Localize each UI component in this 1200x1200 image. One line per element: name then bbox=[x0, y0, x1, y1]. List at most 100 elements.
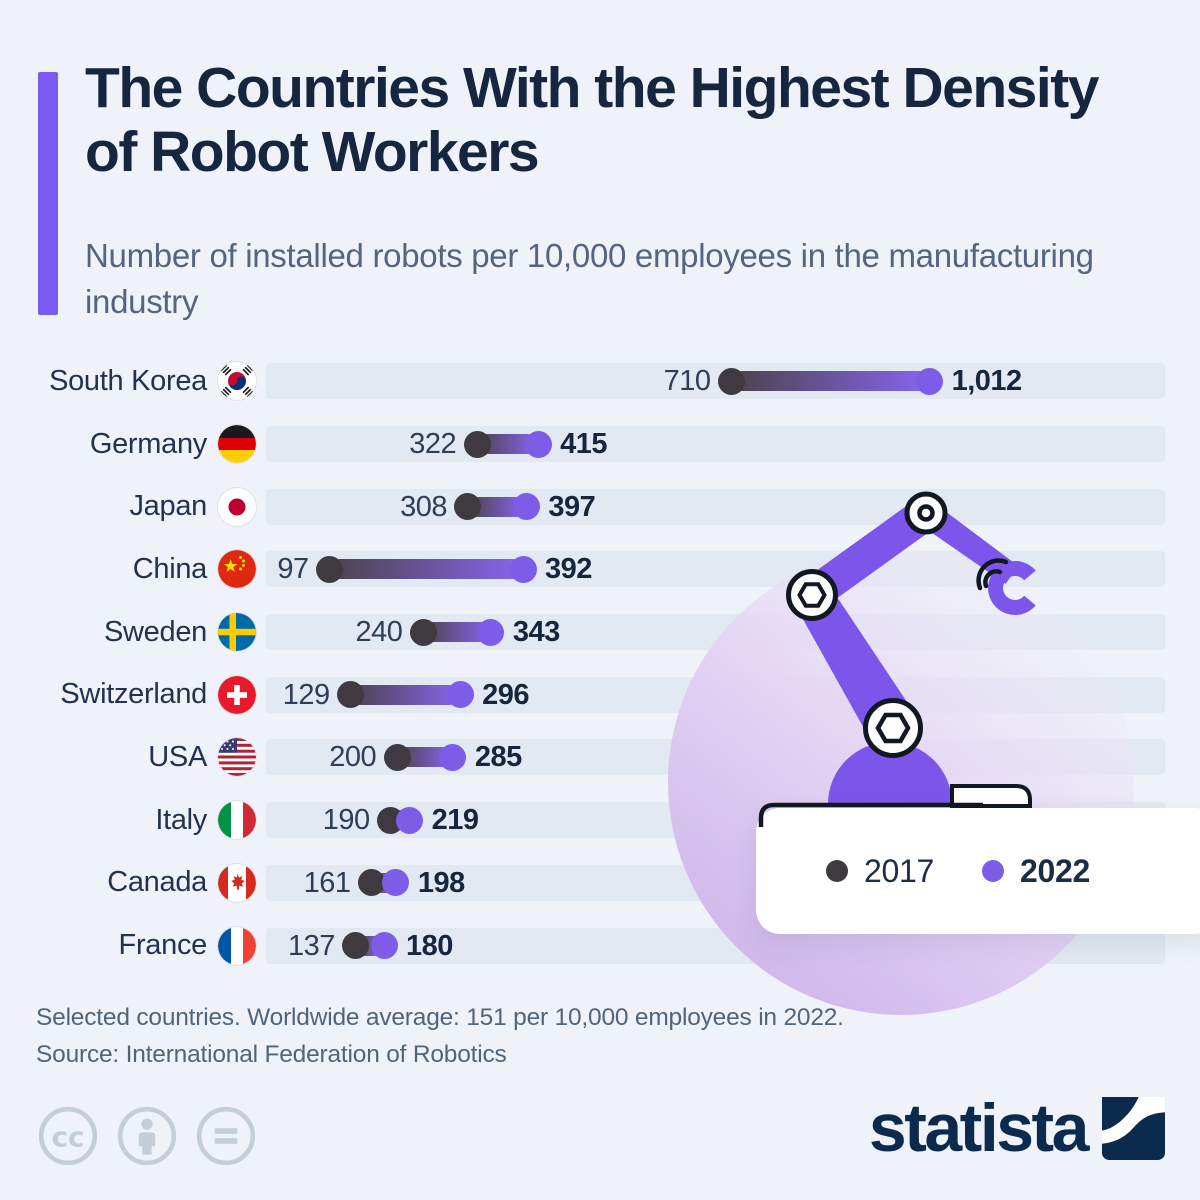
robot-upper-arm bbox=[802, 499, 936, 609]
canada-flag-icon bbox=[218, 863, 256, 902]
robot-gripper-arc-inner bbox=[983, 569, 1003, 589]
value-2022: 198 bbox=[417, 866, 465, 899]
value-2022: 285 bbox=[474, 741, 522, 774]
dumbbell-connector bbox=[731, 371, 930, 392]
country-label: Canada bbox=[107, 866, 207, 899]
robot-joint-middle-hex bbox=[797, 582, 827, 608]
sweden-flag-icon bbox=[218, 613, 256, 652]
statista-logo-mark bbox=[1102, 1096, 1165, 1160]
country-label-zone: China bbox=[0, 550, 256, 589]
dot-2017 bbox=[358, 869, 386, 897]
value-2022: 343 bbox=[512, 616, 560, 649]
robot-gripper-arc-outer bbox=[976, 558, 1009, 591]
country-label-zone: Japan bbox=[0, 487, 256, 526]
dot-2017 bbox=[409, 618, 437, 646]
robot-joint-lower-hex bbox=[875, 712, 911, 744]
country-label: Sweden bbox=[104, 615, 207, 648]
value-2022: 180 bbox=[406, 929, 453, 962]
south-korea-flag-icon bbox=[218, 362, 256, 401]
legend-label-2017: 2017 bbox=[864, 852, 934, 889]
robot-joint-middle bbox=[786, 569, 838, 621]
table-shelf bbox=[950, 784, 1032, 808]
dot-2022 bbox=[446, 681, 474, 709]
dumbbell-connector bbox=[467, 496, 527, 517]
country-label-zone: South Korea bbox=[0, 362, 256, 401]
robot-joint-lower bbox=[863, 698, 923, 758]
country-label-zone: Switzerland bbox=[0, 675, 256, 714]
legend-card: 2017 2022 bbox=[756, 808, 1200, 934]
dot-2022 bbox=[512, 493, 540, 521]
robot-joint-top bbox=[904, 491, 948, 535]
value-2017: 710 bbox=[663, 365, 711, 398]
dumbbell-connector bbox=[329, 559, 524, 580]
france-flag-icon bbox=[218, 926, 256, 965]
value-2022: 1,012 bbox=[951, 365, 1023, 398]
dot-2017 bbox=[454, 493, 482, 521]
country-label-zone: France bbox=[0, 926, 256, 965]
country-label-zone: Italy bbox=[0, 801, 256, 840]
country-label-zone: Germany bbox=[0, 425, 256, 464]
italy-flag-icon bbox=[218, 801, 256, 840]
value-2017: 308 bbox=[400, 490, 447, 523]
country-label: France bbox=[118, 929, 208, 962]
country-label-zone: Sweden bbox=[0, 613, 256, 652]
value-2017: 240 bbox=[355, 616, 403, 649]
dumbbell-connector bbox=[350, 684, 461, 705]
country-label: Switzerland bbox=[60, 678, 207, 711]
dumbbell-connector bbox=[397, 747, 453, 768]
country-row: South Korea 710 1,012 bbox=[0, 350, 1200, 413]
value-2017: 161 bbox=[303, 866, 351, 899]
legend-dot-2017 bbox=[826, 860, 848, 882]
footnote-note: Selected countries. Worldwide average: 1… bbox=[36, 1004, 844, 1031]
page-title: The Countries With the Highest Density o… bbox=[85, 56, 1099, 185]
legend-item-2022: 2022 bbox=[982, 853, 1090, 890]
legend-label-2022: 2022 bbox=[1020, 852, 1090, 889]
value-2022: 397 bbox=[548, 490, 596, 523]
country-label: Germany bbox=[89, 427, 207, 460]
bar-track: 308 397 bbox=[266, 488, 1165, 525]
germany-flag-icon bbox=[218, 425, 256, 464]
legend-dot-2022 bbox=[982, 860, 1004, 882]
value-2022: 392 bbox=[545, 553, 592, 586]
bar-track: 710 1,012 bbox=[266, 363, 1165, 400]
footnote-source: Source: International Federation of Robo… bbox=[36, 1040, 507, 1068]
dumbbell-connector bbox=[423, 622, 491, 643]
value-2017: 97 bbox=[277, 553, 309, 586]
no-derivatives-equals-icon bbox=[196, 1106, 256, 1166]
value-2017: 129 bbox=[282, 678, 330, 711]
statista-logo: statista bbox=[869, 1094, 1165, 1162]
dot-2017 bbox=[316, 555, 344, 583]
dot-2017 bbox=[337, 681, 365, 709]
statista-logo-text: statista bbox=[868, 1090, 1090, 1166]
bar-track: 322 415 bbox=[266, 426, 1165, 463]
dot-2022 bbox=[477, 618, 505, 646]
dot-2022 bbox=[382, 869, 410, 897]
dot-2022 bbox=[396, 806, 424, 834]
dot-2022 bbox=[439, 743, 467, 771]
legend-item-2017: 2017 bbox=[826, 853, 934, 890]
dot-2022 bbox=[509, 555, 537, 583]
dot-2017 bbox=[718, 367, 746, 395]
country-label: Japan bbox=[129, 490, 207, 523]
country-row: Japan 308 397 bbox=[0, 475, 1200, 538]
value-2022: 296 bbox=[482, 678, 529, 711]
dumbbell-connector bbox=[477, 434, 539, 455]
value-2022: 219 bbox=[431, 804, 479, 837]
country-row: Germany 322 415 bbox=[0, 413, 1200, 476]
page-subtitle: Number of installed robots per 10,000 em… bbox=[85, 237, 1094, 320]
china-flag-icon bbox=[218, 550, 256, 589]
robot-arm-illustration bbox=[668, 491, 1134, 1015]
robot-base-dome bbox=[828, 742, 952, 804]
usa-flag-icon bbox=[218, 738, 256, 777]
value-2017: 322 bbox=[409, 428, 457, 461]
robot-joint-top-hub bbox=[917, 504, 935, 522]
footnote: Selected countries. Worldwide average: 1… bbox=[36, 1000, 844, 1074]
switzerland-flag-icon bbox=[218, 675, 256, 714]
cc-icon: cc bbox=[38, 1106, 98, 1166]
dot-2022 bbox=[916, 367, 944, 395]
value-2017: 200 bbox=[329, 741, 377, 774]
country-label: South Korea bbox=[49, 364, 207, 397]
country-label-zone: USA bbox=[0, 738, 256, 777]
country-label: Italy bbox=[155, 803, 207, 836]
